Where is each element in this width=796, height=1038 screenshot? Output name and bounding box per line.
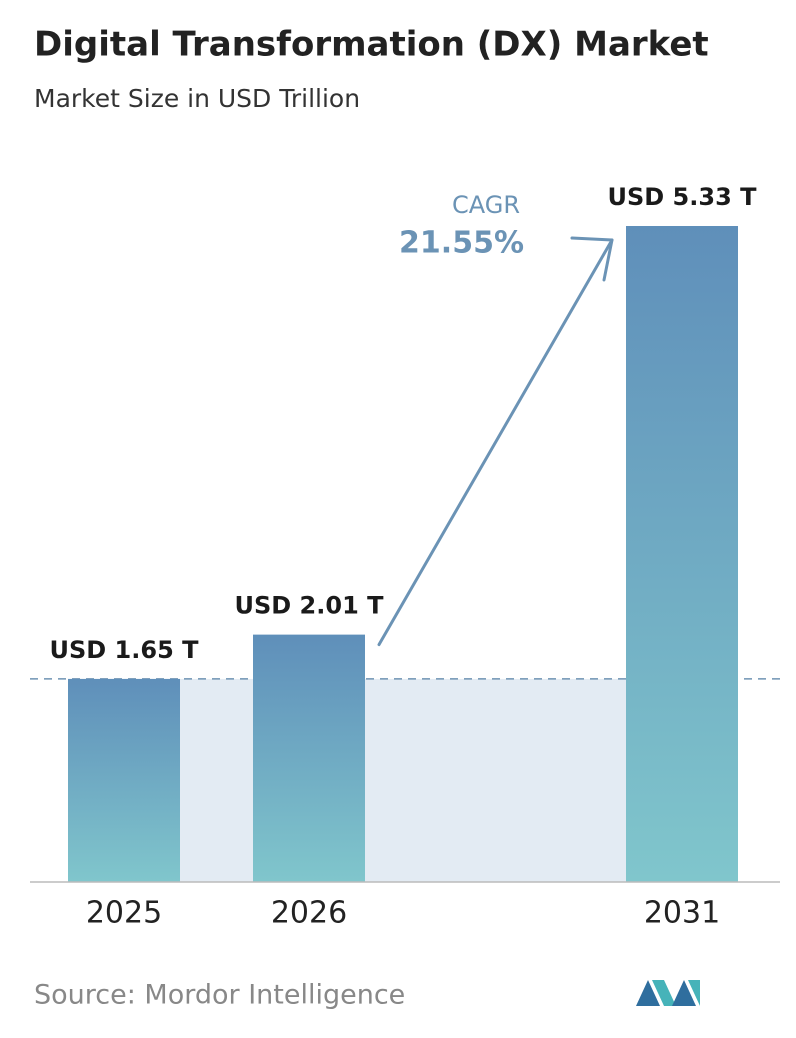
- x-tick-label: 2031: [644, 896, 720, 931]
- value-label: USD 2.01 T: [235, 592, 385, 620]
- bar: [253, 634, 365, 882]
- cagr-label: CAGR: [452, 191, 520, 219]
- logo: [636, 980, 700, 1006]
- value-label: USD 1.65 T: [50, 636, 200, 664]
- bar: [626, 226, 738, 882]
- x-tick-label: 2026: [271, 896, 347, 931]
- source: Source: Mordor Intelligence: [34, 980, 405, 1011]
- chart-subtitle: Market Size in USD Trillion: [34, 84, 360, 113]
- cagr-arrow: [377, 236, 614, 647]
- x-tick-label: 2025: [86, 896, 162, 931]
- chart-title: Digital Transformation (DX) Market: [34, 25, 709, 65]
- cagr-arrow-head: [602, 238, 614, 282]
- value-label: USD 5.33 T: [608, 183, 758, 211]
- cagr-value: 21.55%: [399, 226, 524, 261]
- bar: [68, 678, 180, 882]
